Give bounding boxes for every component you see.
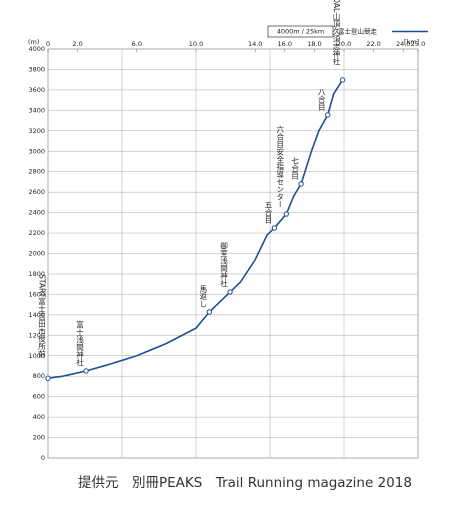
y-tick-label: 1600 xyxy=(28,290,45,298)
y-tick-label: 1400 xyxy=(28,311,45,319)
y-tick-label: 2000 xyxy=(28,250,45,258)
x-tick-label: 25.0 xyxy=(411,40,425,48)
x-unit: [km] xyxy=(404,38,419,46)
y-tick-label: 1800 xyxy=(28,270,45,278)
station-marker xyxy=(227,289,233,295)
station-marker xyxy=(283,211,289,217)
legend-label: 富士登山競走 xyxy=(338,27,378,36)
credit: 提供元 別冊PEAKS Trail Running magazine 2018 xyxy=(78,475,412,491)
station-label: 八合目 xyxy=(317,88,326,112)
y-tick-label: 1200 xyxy=(28,331,45,339)
x-tick-label: 6.0 xyxy=(132,40,142,48)
station-label: 富士浅間神社 xyxy=(75,319,84,367)
y-tick-label: 4000 xyxy=(28,45,45,53)
y-tick-label: 3600 xyxy=(28,86,45,94)
x-tick-label: 10.0 xyxy=(189,40,203,48)
station-marker xyxy=(339,77,346,83)
x-tick-label: 14.0 xyxy=(248,40,262,48)
y-tick-label: 600 xyxy=(33,393,45,401)
y-tick-label: 200 xyxy=(33,434,45,442)
y-tick-label: 0 xyxy=(41,454,45,462)
legend-scale: 4000m / 25km xyxy=(277,28,325,36)
y-tick-label: 1000 xyxy=(28,352,45,360)
y-tick-label: 2200 xyxy=(28,229,45,237)
station-label: 御室浅間神社 xyxy=(219,240,228,288)
station-label: GOAL山頂久須志神社 xyxy=(332,0,341,66)
elevation-line xyxy=(47,79,344,380)
y-tick-label: 2600 xyxy=(28,188,45,196)
station-marker xyxy=(325,112,331,118)
station-marker xyxy=(271,225,278,231)
x-tick-label: 16.0 xyxy=(278,40,292,48)
station-marker xyxy=(298,181,304,187)
station-label: START富士吉田市役所前 xyxy=(37,274,46,358)
x-tick-label: 20.0 xyxy=(337,40,351,48)
legend-box xyxy=(267,25,334,38)
station-marker xyxy=(206,309,213,315)
station-label: 五合目 xyxy=(264,201,273,225)
station-label: 七合目 xyxy=(290,156,299,180)
y-tick-label: 3200 xyxy=(28,127,45,135)
x-tick-label: 0 xyxy=(46,40,50,48)
x-tick-label: 2.0 xyxy=(72,40,82,48)
y-unit: (m) xyxy=(28,38,39,46)
y-tick-label: 800 xyxy=(33,372,45,380)
station-marker xyxy=(45,375,51,381)
x-tick-label: 18.0 xyxy=(307,40,321,48)
x-tick-label: 24.0 xyxy=(396,40,410,48)
y-tick-label: 2400 xyxy=(28,209,45,217)
station-marker xyxy=(83,368,89,374)
station-label: 六合目安全指導センター xyxy=(276,124,285,208)
y-tick-label: 3000 xyxy=(28,147,45,155)
y-tick-label: 3800 xyxy=(28,65,45,73)
x-tick-label: 22.0 xyxy=(366,40,380,48)
y-tick-label: 2800 xyxy=(28,168,45,176)
station-label: 馬返し xyxy=(199,284,208,307)
y-tick-label: 400 xyxy=(33,413,45,421)
y-tick-label: 3400 xyxy=(28,106,45,114)
